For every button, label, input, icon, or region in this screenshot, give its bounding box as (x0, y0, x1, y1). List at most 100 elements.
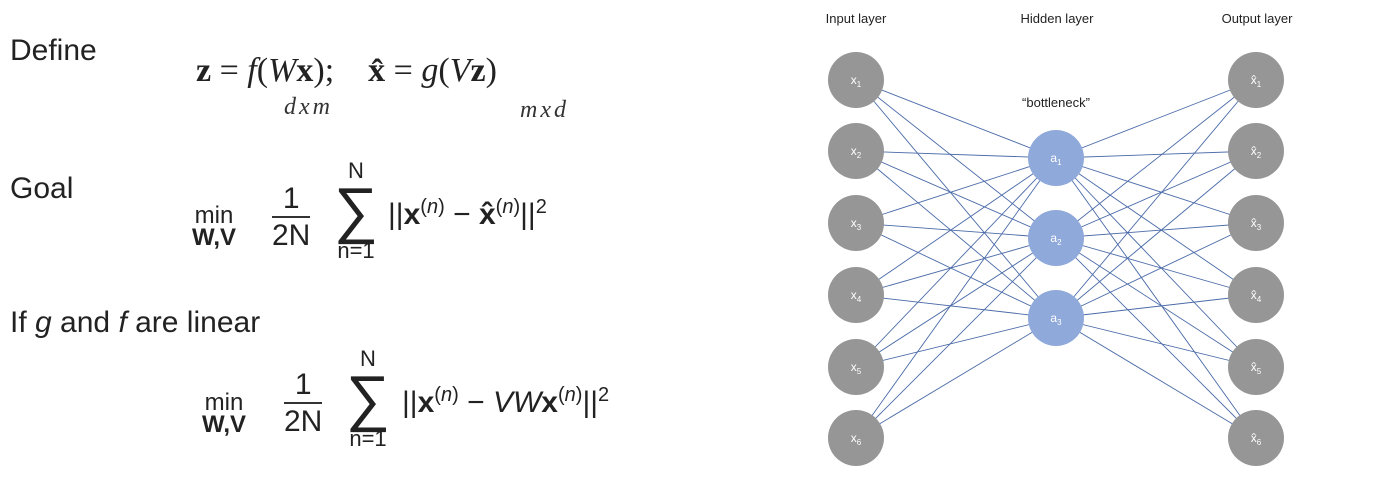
input-node-6: x6 (828, 410, 884, 466)
define-dims-v: mxd (520, 97, 569, 123)
output-node-2: x̂2 (1228, 123, 1284, 179)
edge-input-3-hidden-2 (855, 222, 1057, 239)
output-node-2-circle (1228, 123, 1284, 179)
edge-hidden-2-output-4 (1055, 237, 1257, 296)
hidden-layer-label: Hidden layer (1021, 11, 1095, 26)
input-node-1-circle (828, 52, 884, 108)
edge-hidden-1-output-2 (1055, 150, 1257, 159)
define-heading: Define (10, 34, 97, 67)
edge-input-1-hidden-3 (855, 79, 1057, 319)
linear-min-operator: min W,V (202, 389, 247, 438)
input-node-2: x2 (828, 123, 884, 179)
edge-input-4-hidden-3 (855, 294, 1057, 319)
edge-input-4-hidden-1 (855, 157, 1057, 296)
input-node-2-label: x2 (851, 144, 862, 160)
goal-summation: N ∑ n=1 (333, 158, 379, 263)
hidden-node-3-label: a3 (1050, 311, 1062, 327)
edge-hidden-3-output-2 (1055, 150, 1257, 319)
output-node-4-circle (1228, 267, 1284, 323)
edge-input-3-hidden-3 (855, 222, 1057, 319)
edge-input-2-hidden-3 (855, 150, 1057, 319)
output-node-1-circle (1228, 52, 1284, 108)
edge-input-5-hidden-2 (855, 237, 1057, 368)
hidden-node-3: a3 (1028, 290, 1084, 346)
output-node-1-label: x̂1 (1251, 73, 1262, 89)
linear-heading: If g and f are linear (10, 306, 261, 339)
linear-fraction: 1 2N (284, 368, 323, 438)
hidden-node-3-circle (1028, 290, 1084, 346)
goal-fraction: 1 2N (272, 182, 311, 252)
edge-hidden-1-output-1 (1055, 79, 1257, 159)
output-node-4: x̂4 (1228, 267, 1284, 323)
output-node-3: x̂3 (1228, 195, 1284, 251)
output-layer-label: Output layer (1222, 11, 1293, 26)
define-dims-w: dxm (284, 94, 333, 120)
edge-input-4-hidden-2 (855, 237, 1057, 296)
input-node-3: x3 (828, 195, 884, 251)
goal-norm: ||x(n) − x̂(n)||2 (388, 196, 547, 231)
input-layer-label: Input layer (826, 11, 887, 26)
input-node-1-label: x1 (851, 73, 862, 89)
edge-input-6-hidden-3 (855, 317, 1057, 439)
output-node-3-label: x̂3 (1251, 216, 1262, 232)
edge-hidden-1-output-3 (1055, 157, 1257, 224)
output-node-6-circle (1228, 410, 1284, 466)
edge-hidden-3-output-1 (1055, 79, 1257, 319)
hidden-node-2-circle (1028, 210, 1084, 266)
input-node-6-label: x6 (851, 431, 862, 447)
edge-input-2-hidden-1 (855, 150, 1057, 159)
edge-hidden-2-output-3 (1055, 222, 1257, 239)
output-node-5: x̂5 (1228, 339, 1284, 395)
input-node-5: x5 (828, 339, 884, 395)
edge-input-2-hidden-2 (855, 150, 1057, 239)
edge-hidden-3-output-5 (1055, 317, 1257, 368)
linear-summation: N ∑ n=1 (345, 346, 391, 451)
output-node-1: x̂1 (1228, 52, 1284, 108)
edge-hidden-1-output-5 (1055, 157, 1257, 368)
goal-min-operator: min W,V (192, 202, 237, 251)
edge-input-3-hidden-1 (855, 157, 1057, 224)
input-node-3-label: x3 (851, 216, 862, 232)
edge-input-6-hidden-1 (855, 157, 1057, 439)
edge-hidden-2-output-5 (1055, 237, 1257, 368)
input-node-4-label: x4 (851, 288, 862, 304)
edge-hidden-2-output-1 (1055, 79, 1257, 239)
edge-hidden-3-output-6 (1055, 317, 1257, 439)
edge-input-1-hidden-1 (855, 79, 1057, 159)
input-node-1: x1 (828, 52, 884, 108)
input-node-3-circle (828, 195, 884, 251)
hidden-node-2: a2 (1028, 210, 1084, 266)
output-node-6: x̂6 (1228, 410, 1284, 466)
edge-hidden-2-output-2 (1055, 150, 1257, 239)
edge-input-6-hidden-2 (855, 237, 1057, 439)
goal-heading: Goal (10, 172, 74, 205)
input-node-4: x4 (828, 267, 884, 323)
input-node-5-label: x5 (851, 360, 862, 376)
connection-edges (855, 79, 1257, 439)
output-node-3-circle (1228, 195, 1284, 251)
edge-hidden-3-output-4 (1055, 294, 1257, 319)
edge-hidden-3-output-3 (1055, 222, 1257, 319)
output-node-5-circle (1228, 339, 1284, 395)
edge-hidden-2-output-6 (1055, 237, 1257, 439)
output-node-4-label: x̂4 (1251, 288, 1262, 304)
hidden-node-1-label: a1 (1050, 151, 1062, 167)
output-node-2-label: x̂2 (1251, 144, 1262, 160)
autoencoder-diagram: x1 x2 x3 x4 x5 x6 a1 a2 a3 x̂1 x̂2 x̂3 x̂4 x̂5 x̂6 Inp… (826, 11, 1293, 466)
input-node-6-circle (828, 410, 884, 466)
edge-input-5-hidden-3 (855, 317, 1057, 368)
network-nodes: x1 x2 x3 x4 x5 x6 a1 a2 a3 x̂1 x̂2 x̂3 x̂4 x̂5 x̂6 (828, 52, 1284, 466)
bottleneck-label: “bottleneck” (1022, 95, 1090, 110)
hidden-node-1-circle (1028, 130, 1084, 186)
edge-hidden-1-output-6 (1055, 157, 1257, 439)
input-node-4-circle (828, 267, 884, 323)
linear-norm: ||x(n) − VWx(n)||2 (402, 384, 610, 419)
edge-input-5-hidden-1 (855, 157, 1057, 368)
edge-hidden-1-output-4 (1055, 157, 1257, 296)
hidden-node-1: a1 (1028, 130, 1084, 186)
input-node-5-circle (828, 339, 884, 395)
output-node-6-label: x̂6 (1251, 431, 1262, 447)
edge-input-1-hidden-2 (855, 79, 1057, 239)
hidden-node-2-label: a2 (1050, 231, 1062, 247)
define-equation: z = f(Wx); x̂ = g(Vz) (196, 52, 497, 89)
